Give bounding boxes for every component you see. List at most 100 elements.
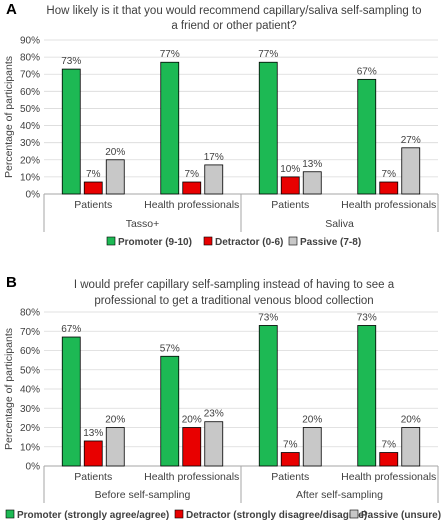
legend-swatch — [174, 509, 184, 519]
chart-title-line: I would prefer capillary self-sampling i… — [74, 279, 395, 291]
bar — [61, 336, 81, 467]
bar — [401, 427, 421, 467]
legend-label: Promoter (9-10) — [118, 237, 192, 248]
x-group-label: Tasso+ — [126, 218, 160, 230]
legend: Promoter (9-10) Detractor (0-6) Passive (7… — [106, 236, 361, 248]
bar — [160, 355, 180, 467]
y-tick-label: 50% — [20, 104, 40, 115]
x-category-label: Patients — [74, 199, 112, 211]
data-label: 13% — [83, 428, 103, 439]
legend: Promoter (strongly agree/agree) Detractor… — [5, 509, 441, 521]
data-label: 67% — [357, 66, 377, 77]
data-label: 7% — [86, 169, 101, 180]
bar — [379, 181, 399, 195]
y-tick-label: 60% — [20, 87, 40, 98]
y-tick-label: 80% — [20, 308, 40, 319]
bar — [204, 421, 224, 467]
y-tick-label: 20% — [20, 155, 40, 166]
legend-label: Passive (unsure) — [361, 510, 441, 521]
legend-swatch — [203, 236, 213, 246]
y-tick-label: 70% — [20, 327, 40, 338]
bar — [204, 164, 224, 195]
data-label: 7% — [382, 169, 397, 180]
legend-swatch — [5, 509, 15, 519]
legend-swatch — [349, 509, 359, 519]
legend-label: Detractor (strongly disagree/disagree) — [186, 510, 367, 521]
data-label: 73% — [357, 312, 377, 323]
legend-swatch — [106, 236, 116, 246]
data-label: 57% — [160, 343, 180, 354]
y-tick-label: 70% — [20, 70, 40, 81]
legend-swatch — [288, 236, 298, 246]
data-label: 73% — [61, 56, 81, 67]
bar — [182, 427, 202, 467]
bar — [357, 325, 377, 467]
legend-label: Detractor (0-6) — [215, 237, 283, 248]
data-label: 23% — [204, 409, 224, 420]
data-label: 17% — [204, 152, 224, 163]
x-category-label: Patients — [271, 471, 309, 483]
y-tick-label: 50% — [20, 365, 40, 376]
x-category-label: Patients — [271, 199, 309, 211]
panel-label: A — [6, 1, 17, 18]
data-label: 20% — [182, 415, 202, 426]
data-label: 73% — [258, 312, 278, 323]
bar — [258, 325, 278, 467]
data-label: 77% — [160, 49, 180, 60]
legend-label: Promoter (strongly agree/agree) — [17, 510, 169, 521]
bar — [401, 147, 421, 195]
data-label: 27% — [401, 135, 421, 146]
bar — [302, 427, 322, 467]
x-group-label: Saliva — [325, 218, 354, 230]
x-category-label: Health professionals — [144, 199, 239, 211]
bar — [379, 452, 399, 467]
bar — [83, 440, 103, 467]
y-tick-label: 80% — [20, 53, 40, 64]
y-tick-label: 10% — [20, 442, 40, 453]
y-tick-label: 90% — [20, 36, 40, 47]
data-label: 77% — [258, 49, 278, 60]
data-label: 67% — [61, 324, 81, 335]
x-category-label: Health professionals — [341, 199, 436, 211]
chart-title-line: professional to get a traditional venous… — [94, 295, 373, 307]
bar — [160, 61, 180, 195]
chart-title-line: a friend or other patient? — [171, 20, 296, 32]
bar — [105, 427, 125, 467]
chart-panel-b: B I would prefer capillary self-sampling … — [3, 274, 441, 521]
y-tick-label: 30% — [20, 138, 40, 149]
y-tick-label: 40% — [20, 121, 40, 132]
legend-label: Passive (7-8) — [300, 237, 361, 248]
y-tick-label: 0% — [26, 462, 41, 473]
bar — [258, 61, 278, 195]
y-axis-label: Percentage of participants — [3, 56, 15, 178]
data-label: 20% — [302, 415, 322, 426]
bar — [61, 68, 81, 195]
x-group-label: Before self-sampling — [95, 489, 191, 501]
x-category-label: Health professionals — [144, 471, 239, 483]
data-label: 13% — [302, 159, 322, 170]
data-label: 20% — [105, 415, 125, 426]
y-tick-label: 40% — [20, 385, 40, 396]
y-tick-label: 20% — [20, 423, 40, 434]
bar — [182, 181, 202, 195]
y-tick-label: 0% — [26, 190, 41, 201]
bar — [83, 181, 103, 195]
data-label: 20% — [401, 415, 421, 426]
bar — [280, 176, 300, 195]
data-label: 7% — [382, 440, 397, 451]
data-label: 7% — [185, 169, 200, 180]
x-group-label: After self-sampling — [296, 489, 383, 501]
bar — [105, 159, 125, 195]
y-tick-label: 10% — [20, 172, 40, 183]
x-category-label: Health professionals — [341, 471, 436, 483]
bar — [302, 171, 322, 195]
y-axis-label: Percentage of participants — [3, 328, 15, 450]
bar — [280, 452, 300, 467]
x-category-label: Patients — [74, 471, 112, 483]
y-tick-label: 30% — [20, 404, 40, 415]
data-label: 7% — [283, 440, 298, 451]
chart-panel-a: A How likely is it that you would recomme… — [3, 1, 439, 248]
bar — [357, 78, 377, 195]
panel-label: B — [6, 274, 17, 291]
